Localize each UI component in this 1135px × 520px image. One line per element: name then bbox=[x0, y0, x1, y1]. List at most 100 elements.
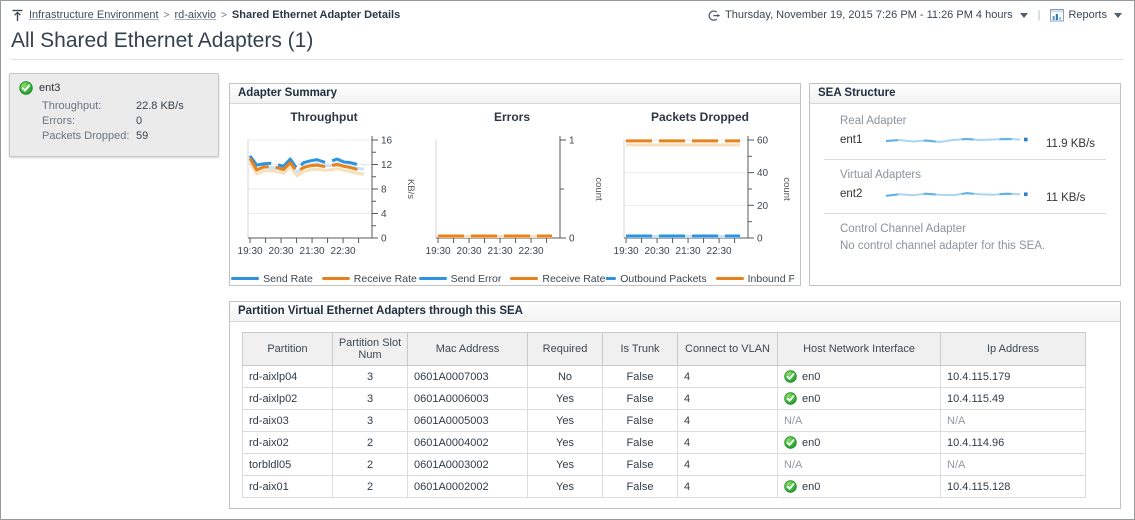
panel-title: SEA Structure bbox=[810, 84, 1120, 104]
svg-text:KB/s: KB/s bbox=[405, 179, 416, 199]
breadcrumb-item-infrastructure-environment[interactable]: Infrastructure Environment bbox=[29, 9, 159, 21]
cell-host_interface: en0 bbox=[777, 475, 941, 498]
legend-item: Send Rate bbox=[231, 273, 313, 285]
cell-host_interface: N/A bbox=[777, 409, 941, 432]
chart-packets-dropped[interactable]: Packets Dropped 0 20 40 60 count 19:30 20:30 21… bbox=[606, 107, 794, 286]
cell-is_trunk: False bbox=[602, 387, 678, 410]
metric-throughput: Throughput: 22.8 KB/s bbox=[42, 100, 184, 112]
svg-text:20:30: 20:30 bbox=[269, 246, 294, 257]
control-channel-message: No control channel adapter for this SEA. bbox=[840, 240, 1046, 252]
svg-text:40: 40 bbox=[757, 168, 769, 179]
column-header-slot[interactable]: Partition Slot Num bbox=[332, 332, 408, 366]
chart-throughput[interactable]: Throughput 0 4 8 12 16 KB/s 19:30 20:30 21:30 22:… bbox=[230, 107, 418, 286]
cell-vlan: 4 bbox=[677, 453, 778, 476]
legend-item: Receive Rate bbox=[321, 273, 417, 285]
host-interface-name: en0 bbox=[802, 480, 821, 493]
table-row[interactable]: rd-aixlp02 3 0601A0006003 Yes False 4 en0 10.4.… bbox=[242, 387, 1086, 410]
svg-text:20: 20 bbox=[757, 201, 769, 212]
chevron-down-icon bbox=[1019, 12, 1028, 18]
svg-text:count: count bbox=[781, 177, 792, 201]
line-chart: 0 1 count 19:30 20:30 21:30 22:30 bbox=[426, 136, 604, 258]
table-row[interactable]: rd-aix01 2 0601A0002002 Yes False 4 en0 10.4.11… bbox=[242, 475, 1086, 498]
column-header-is_trunk[interactable]: Is Trunk bbox=[602, 332, 678, 366]
status-ok-icon bbox=[784, 392, 797, 405]
cell-slot: 3 bbox=[332, 387, 408, 410]
cell-partition: rd-aix01 bbox=[242, 475, 333, 498]
table-row[interactable]: rd-aix03 3 0601A0005003 Yes False 4 N/A N/A bbox=[242, 409, 1086, 432]
svg-text:22:30: 22:30 bbox=[331, 246, 356, 257]
chart-title: Errors bbox=[493, 110, 531, 124]
cell-slot: 2 bbox=[332, 431, 408, 454]
cell-partition: rd-aix03 bbox=[242, 409, 333, 432]
chart-errors[interactable]: Errors 0 1 count 19:30 20:30 21:30 22:30 Send … bbox=[418, 107, 606, 286]
adapter-name: ent3 bbox=[39, 82, 61, 94]
partition-table-panel: Partition Virtual Ethernet Adapters thro… bbox=[229, 301, 1121, 509]
adapter-name: ent2 bbox=[840, 188, 863, 200]
host-interface-name: en0 bbox=[802, 436, 821, 449]
cell-slot: 3 bbox=[332, 365, 408, 388]
cell-is_trunk: False bbox=[602, 431, 678, 454]
column-header-ip[interactable]: Ip Address bbox=[940, 332, 1086, 366]
line-chart: 0 20 40 60 count 19:30 20:30 21:30 22:30 bbox=[614, 136, 792, 258]
svg-text:21:30: 21:30 bbox=[300, 246, 325, 257]
chevron-down-icon bbox=[1114, 12, 1122, 18]
svg-text:20:30: 20:30 bbox=[457, 246, 482, 257]
metric-errors: Errors: 0 bbox=[42, 115, 143, 127]
chart-legend: Outbound Packets Inbound Pack bbox=[606, 271, 794, 286]
reports-icon bbox=[1050, 8, 1065, 21]
svg-text:count: count bbox=[593, 177, 604, 201]
legend-item: Send Error bbox=[418, 273, 501, 285]
adapter-name: ent1 bbox=[840, 134, 863, 146]
table-row[interactable]: torbldl05 2 0601A0003002 Yes False 4 N/A N/A bbox=[242, 453, 1086, 476]
table-row[interactable]: rd-aix02 2 0601A0004002 Yes False 4 en0 10.4.11… bbox=[242, 431, 1086, 454]
legend-label: Inbound Pack bbox=[747, 272, 794, 285]
svg-text:21:30: 21:30 bbox=[488, 246, 513, 257]
cell-slot: 2 bbox=[332, 475, 408, 498]
cell-ip: N/A bbox=[940, 409, 1086, 432]
svg-text:22:30: 22:30 bbox=[519, 246, 544, 257]
adapter-summary-panel: Adapter Summary Throughput 0 4 8 12 16 KB/s 19… bbox=[229, 83, 801, 286]
svg-text:20:30: 20:30 bbox=[645, 246, 670, 257]
svg-text:19:30: 19:30 bbox=[614, 246, 639, 257]
breadcrumb-item-rd-aixvio[interactable]: rd-aixvio bbox=[174, 9, 217, 21]
cell-is_trunk: False bbox=[602, 475, 678, 498]
cell-host_interface: en0 bbox=[777, 365, 941, 388]
cell-vlan: 4 bbox=[677, 365, 778, 388]
column-header-host_interface[interactable]: Host Network Interface bbox=[777, 332, 941, 366]
column-header-mac[interactable]: Mac Address bbox=[407, 332, 528, 366]
chart-legend: Send Error Receive Rate bbox=[418, 271, 606, 286]
legend-swatch bbox=[321, 277, 350, 280]
column-header-required[interactable]: Required bbox=[527, 332, 603, 366]
svg-text:1: 1 bbox=[569, 136, 575, 147]
column-header-partition[interactable]: Partition bbox=[242, 332, 333, 366]
sea-structure-panel: SEA Structure Real Adapter ent1 11.9 KB/… bbox=[809, 83, 1121, 286]
breadcrumb-item-current: Shared Ethernet Adapter Details bbox=[231, 9, 401, 21]
column-header-vlan[interactable]: Connect to VLAN bbox=[677, 332, 778, 366]
section-label: Real Adapter bbox=[840, 115, 907, 127]
cell-vlan: 4 bbox=[677, 387, 778, 410]
cell-mac: 0601A0004002 bbox=[407, 431, 528, 454]
cell-ip: N/A bbox=[940, 453, 1086, 476]
reports-label: Reports bbox=[1068, 9, 1107, 21]
cell-partition: rd-aixlp04 bbox=[242, 365, 333, 388]
adapter-tile-ent3[interactable]: ent3 Throughput: 22.8 KB/s Errors: 0 Pac… bbox=[9, 73, 219, 157]
chart-title: Packets Dropped bbox=[650, 110, 750, 124]
svg-text:0: 0 bbox=[381, 234, 387, 245]
cell-required: Yes bbox=[527, 475, 603, 498]
reports-button[interactable]: Reports bbox=[1050, 8, 1122, 22]
svg-text:0: 0 bbox=[569, 234, 575, 245]
status-ok-icon bbox=[784, 370, 797, 383]
svg-text:0: 0 bbox=[757, 234, 763, 245]
svg-text:21:30: 21:30 bbox=[676, 246, 701, 257]
cell-is_trunk: False bbox=[602, 453, 678, 476]
cell-vlan: 4 bbox=[677, 409, 778, 432]
time-range-selector[interactable]: Thursday, November 19, 2015 7:26 PM - 11… bbox=[706, 8, 1028, 23]
sparkline bbox=[885, 137, 1028, 143]
section-label: Control Channel Adapter bbox=[840, 223, 966, 235]
legend-label: Outbound Packets bbox=[620, 272, 707, 285]
legend-swatch bbox=[418, 277, 447, 280]
top-bar: Infrastructure Environment > rd-aixvio >… bbox=[1, 1, 1134, 29]
breadcrumb-separator: > bbox=[221, 9, 227, 21]
cell-slot: 2 bbox=[332, 453, 408, 476]
table-row[interactable]: rd-aixlp04 3 0601A0007003 No False 4 en0 10.4.1… bbox=[242, 365, 1086, 388]
